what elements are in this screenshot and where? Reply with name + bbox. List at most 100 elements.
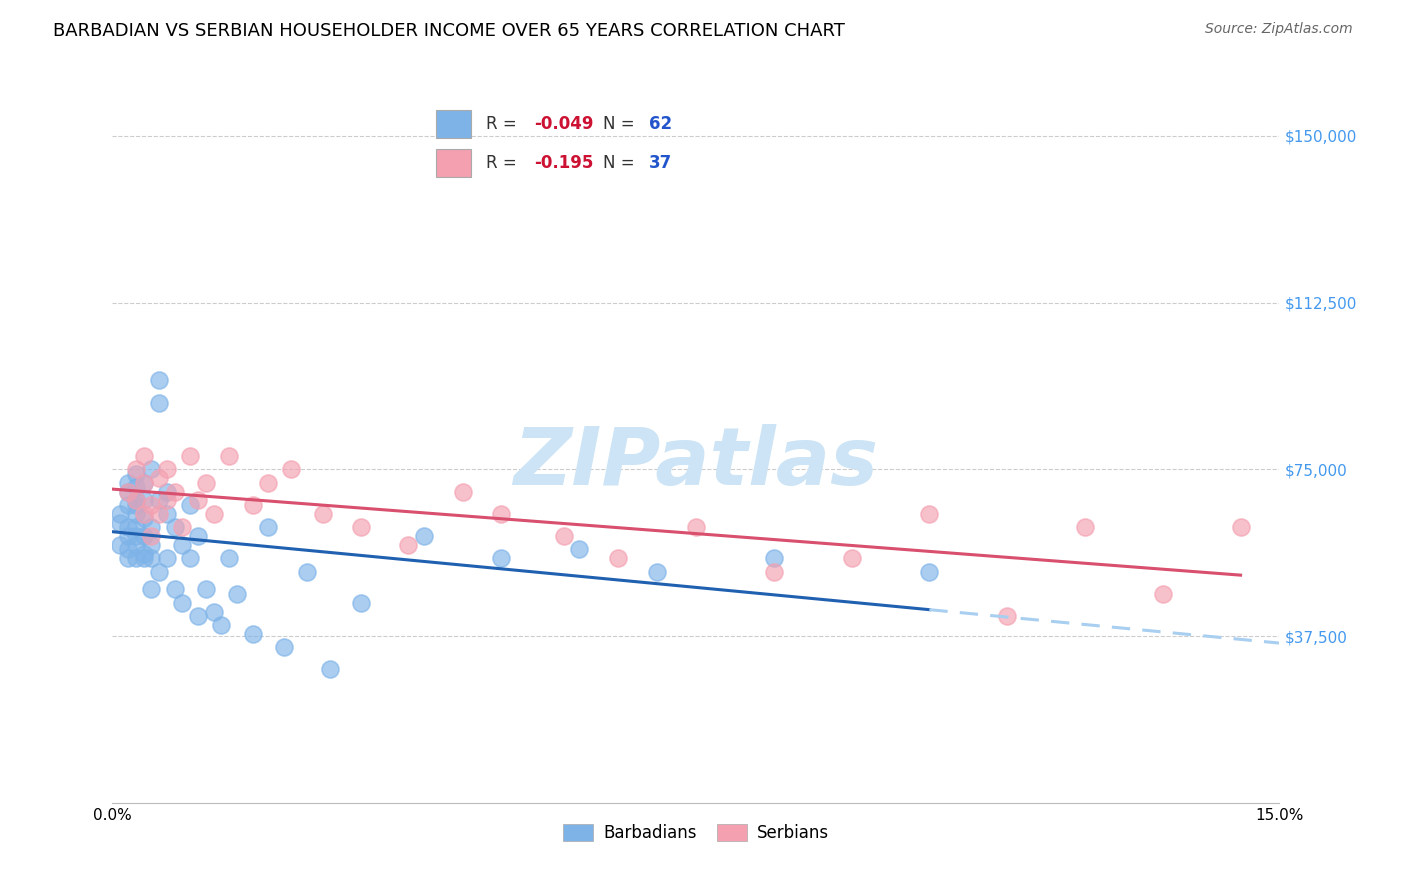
Point (125, 493, 148, 508)
Point (156, 551, 179, 566)
Point (280, 462, 302, 476)
Point (125, 529, 148, 543)
Point (141, 529, 163, 543)
Point (685, 520, 707, 534)
Point (762, 565, 785, 579)
Point (132, 507, 155, 521)
Point (209, 618, 232, 632)
Point (179, 551, 201, 566)
Point (645, 565, 668, 579)
Point (110, 516, 132, 530)
Text: BARBADIAN VS SERBIAN HOUSEHOLDER INCOME OVER 65 YEARS CORRELATION CHART: BARBADIAN VS SERBIAN HOUSEHOLDER INCOME … (53, 22, 845, 40)
Point (172, 538, 194, 552)
Point (202, 507, 225, 521)
Point (295, 565, 318, 579)
Point (187, 609, 209, 624)
Point (163, 582, 186, 597)
Point (491, 507, 513, 521)
Point (117, 484, 139, 499)
Point (125, 467, 148, 481)
Point (148, 507, 170, 521)
Point (141, 462, 163, 476)
Point (179, 449, 201, 463)
Point (125, 551, 148, 566)
Point (132, 493, 155, 508)
Point (242, 498, 264, 512)
Point (132, 475, 155, 490)
Point (226, 587, 249, 601)
Point (1074, 520, 1097, 534)
Point (125, 520, 148, 534)
Point (148, 493, 170, 508)
Point (311, 507, 333, 521)
Text: Source: ZipAtlas.com: Source: ZipAtlas.com (1205, 22, 1353, 37)
Point (841, 551, 863, 566)
Point (156, 507, 179, 521)
Point (132, 547, 155, 561)
Point (172, 520, 194, 534)
Point (451, 484, 474, 499)
Point (194, 475, 217, 490)
Point (125, 538, 148, 552)
Point (218, 449, 240, 463)
Point (132, 475, 155, 490)
Point (141, 520, 163, 534)
Point (148, 565, 170, 579)
Point (141, 582, 163, 597)
Point (125, 498, 148, 512)
Point (163, 520, 186, 534)
Point (156, 484, 179, 499)
Point (194, 582, 217, 597)
Point (117, 529, 139, 543)
Point (132, 449, 155, 463)
Point (179, 498, 201, 512)
Point (125, 462, 148, 476)
Point (141, 551, 163, 566)
Point (242, 627, 264, 641)
Point (110, 538, 132, 552)
Point (187, 529, 209, 543)
Point (412, 529, 434, 543)
Point (187, 493, 209, 508)
Point (257, 520, 280, 534)
Point (117, 475, 139, 490)
Point (491, 551, 513, 566)
Point (110, 507, 132, 521)
Point (148, 471, 170, 485)
Point (273, 640, 295, 655)
Point (125, 493, 148, 508)
Point (396, 538, 419, 552)
Point (117, 542, 139, 557)
Point (319, 662, 342, 676)
Point (141, 538, 163, 552)
Point (350, 596, 373, 610)
Point (350, 520, 373, 534)
Point (148, 395, 170, 409)
Point (125, 480, 148, 494)
Point (117, 498, 139, 512)
Point (117, 551, 139, 566)
Point (163, 484, 186, 499)
Point (132, 511, 155, 525)
Point (568, 542, 591, 557)
Text: ZIPatlas: ZIPatlas (513, 425, 879, 502)
Point (117, 484, 139, 499)
Point (141, 498, 163, 512)
Point (918, 565, 941, 579)
Point (607, 551, 630, 566)
Point (132, 551, 155, 566)
Legend: Barbadians, Serbians: Barbadians, Serbians (557, 817, 835, 848)
Point (218, 551, 240, 566)
Point (156, 462, 179, 476)
Point (156, 493, 179, 508)
Point (172, 596, 194, 610)
Point (1229, 520, 1251, 534)
Point (995, 609, 1018, 624)
Point (117, 520, 139, 534)
Point (1152, 587, 1174, 601)
Point (125, 507, 148, 521)
Point (553, 529, 575, 543)
Point (918, 507, 941, 521)
Point (257, 475, 280, 490)
Point (132, 529, 155, 543)
